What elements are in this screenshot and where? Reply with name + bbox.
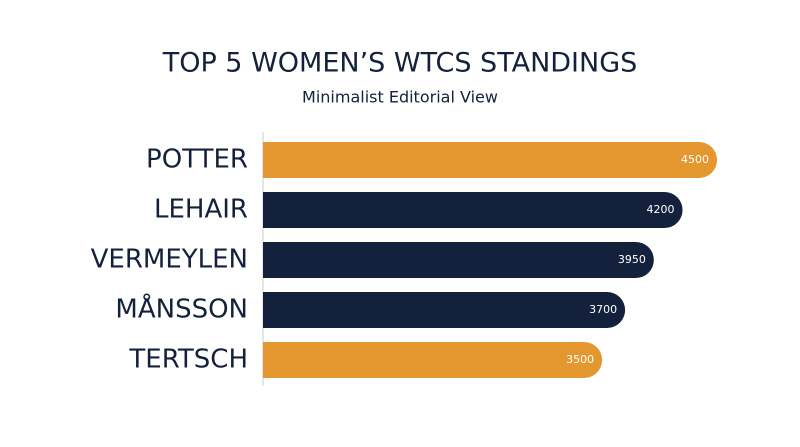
bar [263,242,654,278]
bar [263,342,603,378]
chart-subtitle: Minimalist Editorial View [302,88,498,107]
bar [263,192,683,228]
value-label: 3700 [589,303,617,316]
category-label: TERTSCH [128,345,248,375]
category-label: POTTER [146,145,248,175]
category-label: LEHAIR [154,195,248,225]
value-label: 4500 [681,153,709,166]
chart-title: TOP 5 WOMEN’S WTCS STANDINGS [162,48,638,79]
category-label: VERMEYLEN [91,245,248,275]
bar [263,292,626,328]
value-label: 4200 [647,203,675,216]
bars [263,142,718,378]
value-label: 3500 [566,353,594,366]
bar [263,142,718,178]
category-label: MÅNSSON [115,293,248,325]
value-label: 3950 [618,253,646,266]
